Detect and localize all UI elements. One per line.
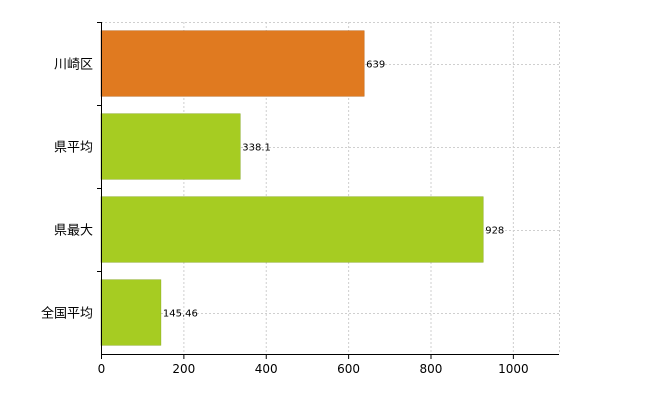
x-tick-label-200: 200	[172, 362, 195, 376]
x-tick-label-0: 0	[98, 362, 106, 376]
value-label-3: 145.46	[163, 309, 198, 320]
x-tick-label-800: 800	[420, 362, 443, 376]
value-label-0: 639	[366, 60, 385, 71]
category-label-0: 川崎区	[54, 58, 93, 73]
value-label-2: 928	[485, 226, 504, 237]
category-label-3: 全国平均	[41, 306, 93, 322]
label-layer: 639 川崎区 338.1 県平均 928 県最大 145.46 全国平均 0 200 400 600…	[41, 58, 529, 377]
bar-0	[100, 30, 365, 97]
category-label-2: 県最大	[54, 224, 93, 239]
bar-2	[100, 196, 484, 263]
bar-1	[100, 113, 241, 180]
value-label-1: 338.1	[242, 143, 271, 154]
bar-layer	[100, 30, 484, 346]
category-label-1: 県平均	[54, 141, 93, 156]
x-tick-label-400: 400	[255, 362, 278, 376]
axis-layer	[97, 22, 559, 359]
bar-3	[100, 279, 162, 346]
x-tick-label-600: 600	[337, 362, 360, 376]
x-tick-label-1000: 1000	[498, 362, 529, 376]
